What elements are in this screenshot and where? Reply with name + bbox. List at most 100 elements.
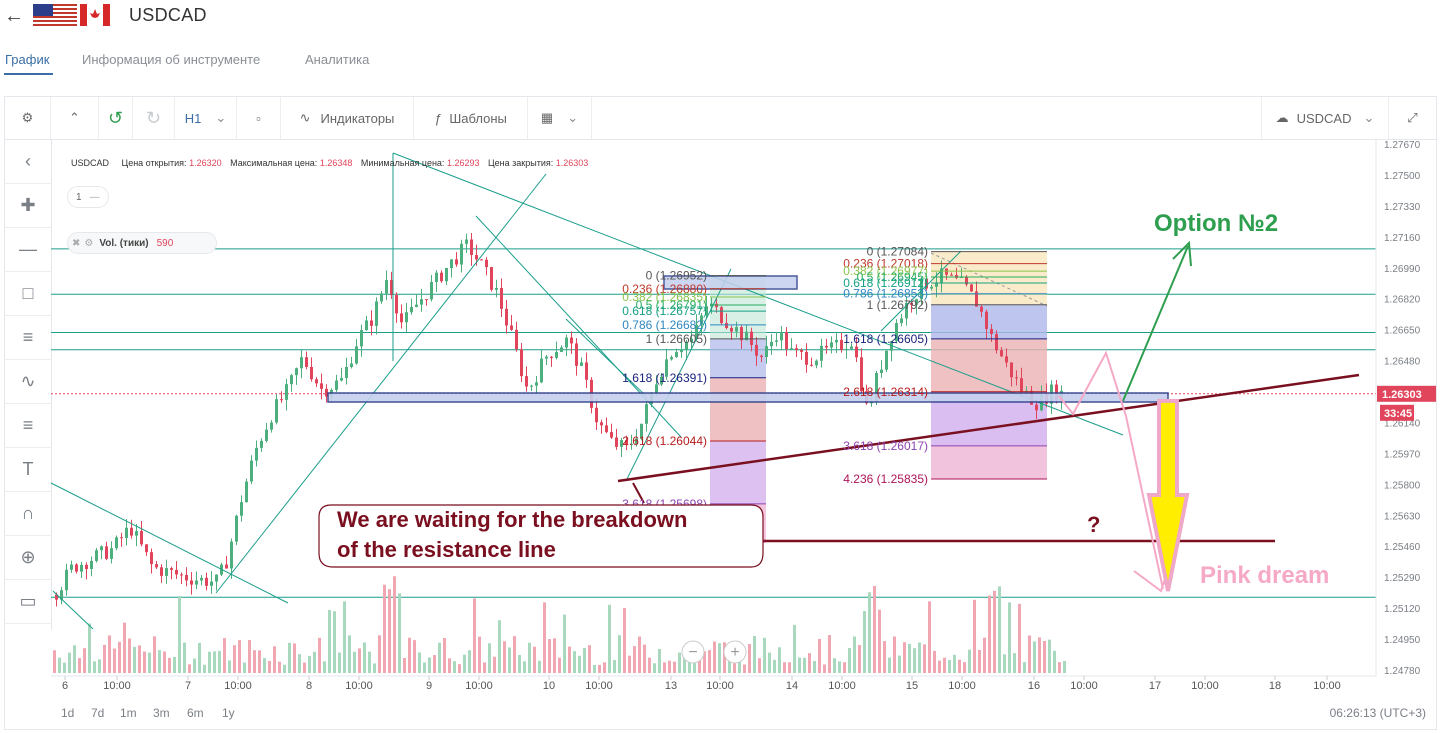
volume-bar	[233, 645, 236, 673]
volume-bar	[188, 664, 191, 673]
timeframe-select[interactable]: H1 ⌄	[175, 97, 237, 139]
header-bar: ← USDCAD	[0, 0, 1441, 34]
undo-icon[interactable]: ↺	[99, 97, 133, 139]
candle-body	[375, 301, 378, 326]
volume-bar	[463, 654, 466, 673]
candle-body	[325, 388, 328, 397]
arrow-left-icon[interactable]: ←	[4, 5, 24, 27]
volume-bar	[503, 641, 506, 673]
candle-body	[545, 356, 548, 359]
fib-left-label: 0 (1.26952)	[646, 269, 707, 283]
candle-body	[585, 362, 588, 380]
volume-bar	[448, 658, 451, 673]
candle-body	[940, 268, 943, 283]
fullscreen-icon[interactable]: ⤢	[1407, 110, 1418, 125]
horizontal-line-icon[interactable]: —	[5, 228, 51, 272]
candle-body	[470, 239, 473, 255]
candle-body	[1000, 350, 1003, 357]
layer-badge[interactable]: 1—	[67, 186, 109, 208]
close-icon[interactable]: ✖	[72, 237, 81, 249]
collapse-icon[interactable]: ‹	[5, 140, 51, 184]
volume-bar	[673, 661, 676, 673]
tab-analytics[interactable]: Аналитика	[305, 52, 370, 67]
time-tick-label: 10:00	[345, 680, 373, 692]
fibonacci-icon[interactable]: ≡	[5, 404, 51, 448]
fib-right-label: 2.618 (1.26314)	[843, 385, 928, 399]
text-icon[interactable]: T	[5, 448, 51, 492]
volume-bar	[263, 658, 266, 673]
volume-bar	[568, 646, 571, 673]
rectangle-icon[interactable]: □	[5, 272, 51, 316]
candle-body	[55, 594, 58, 600]
range-1d[interactable]: 1d	[61, 706, 75, 720]
volume-bar	[123, 622, 126, 673]
volume-bar	[718, 643, 721, 673]
candle-body	[110, 548, 113, 559]
time-tick-label: 10:00	[465, 680, 493, 692]
volume-bar	[953, 654, 956, 673]
callout-text-line1: We are waiting for the breakdown	[337, 507, 687, 532]
range-3m[interactable]: 3m	[153, 706, 170, 720]
candle-body	[190, 580, 193, 585]
price-tick-label: 1.25800	[1384, 480, 1421, 491]
candles-icon[interactable]: ▫	[237, 97, 281, 139]
candle-body	[930, 286, 933, 289]
volume-bar	[63, 662, 66, 673]
candle-body	[980, 306, 983, 312]
candle-body	[795, 348, 798, 351]
price-chart[interactable]: 0 (1.26952)0.236 (1.26880)0.382 (1.26835…	[5, 97, 1436, 729]
volume-bar	[343, 601, 346, 673]
gear-icon[interactable]: ⚙	[5, 97, 51, 139]
volume-bar	[223, 638, 226, 673]
volume-bar	[708, 650, 711, 673]
volume-bar	[373, 663, 376, 673]
candle-body	[305, 357, 308, 367]
tab-chart[interactable]: График	[5, 52, 50, 67]
volume-bar	[1028, 635, 1031, 673]
volume-bar	[368, 651, 371, 673]
range-bar: 1d 7d 1m 3m 6m 1y 06:26:13 (UTC+3)	[5, 697, 1436, 729]
volume-bar	[943, 657, 946, 673]
symbol-select[interactable]: ☁ USDCAD ⌄	[1261, 97, 1389, 139]
volume-bar	[1003, 654, 1006, 673]
chevron-up-icon[interactable]: ⌃	[51, 97, 99, 139]
candle-body	[580, 362, 583, 366]
zoom-icon[interactable]: ⊕	[5, 536, 51, 580]
candle-body	[280, 399, 283, 401]
price-tick-label: 1.27500	[1384, 171, 1421, 182]
candle-body	[920, 278, 923, 300]
crosshair-icon[interactable]: ✚	[5, 184, 51, 228]
calendar-select[interactable]: ▦ ⌄	[528, 97, 592, 139]
candle-body	[435, 272, 438, 282]
candle-body	[100, 546, 103, 551]
volume-label: Vol. (тики)	[99, 237, 149, 249]
candle-body	[655, 384, 658, 393]
range-7d[interactable]: 7d	[91, 706, 105, 720]
volume-bar	[358, 648, 361, 673]
candle-body	[65, 569, 68, 591]
timeframe-label: H1	[184, 110, 202, 126]
time-tick-label: 10:00	[948, 680, 976, 692]
volume-bar	[788, 662, 791, 673]
range-1m[interactable]: 1m	[120, 706, 137, 720]
volume-bar	[833, 658, 836, 673]
tab-instrument-info[interactable]: Информация об инструменте	[82, 52, 261, 67]
trash-icon[interactable]: ▭	[5, 580, 51, 624]
question-mark: ?	[1087, 512, 1100, 537]
volume-bar	[438, 642, 441, 673]
volume-indicator[interactable]: ✖ ⚙ Vol. (тики) 590	[67, 232, 217, 254]
indicators-button[interactable]: ∿ Индикаторы	[281, 97, 414, 139]
magnet-icon[interactable]: ∩	[5, 492, 51, 536]
templates-button[interactable]: ƒ Шаблоны	[414, 97, 528, 139]
volume-bar	[663, 662, 666, 673]
pink-dream-path	[1058, 350, 1164, 590]
gear-icon[interactable]: ⚙	[84, 237, 94, 249]
candle-body	[120, 537, 123, 539]
pattern-icon[interactable]: ∿	[5, 360, 51, 404]
volume-bar	[1058, 662, 1061, 673]
range-6m[interactable]: 6m	[187, 706, 204, 720]
channel-icon[interactable]: ≡	[5, 316, 51, 360]
redo-icon[interactable]: ↻	[133, 97, 175, 139]
price-tick-label: 1.26650	[1384, 326, 1421, 337]
range-1y[interactable]: 1y	[222, 706, 235, 720]
